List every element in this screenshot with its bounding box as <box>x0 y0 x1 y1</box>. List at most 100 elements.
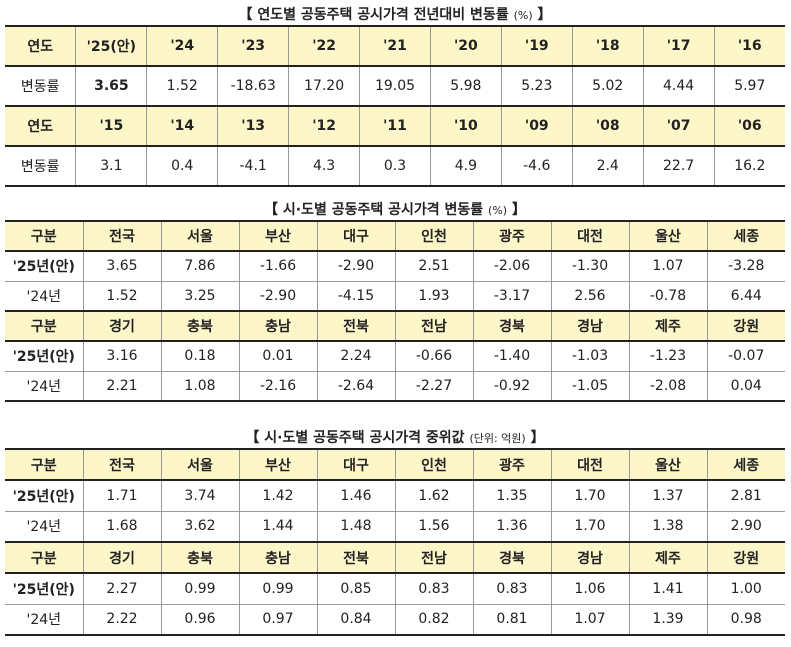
header-row: 구분 경기 충북 충남 전북 전남 경북 경남 제주 강원 <box>5 310 785 342</box>
cell: 3.1 <box>75 145 148 187</box>
cell: 제주 <box>628 541 708 574</box>
cell: 전남 <box>394 310 474 342</box>
row-label: '25년(안) <box>5 250 84 282</box>
cell: 2.27 <box>82 572 162 605</box>
cell: 0.04 <box>706 370 785 402</box>
cell: 1.68 <box>82 510 162 543</box>
cell: 0.3 <box>359 145 431 187</box>
row-label: '24년 <box>5 280 84 312</box>
cell: 광주 <box>472 220 552 252</box>
cell: 대전 <box>550 220 630 252</box>
cell: 3.65 <box>82 250 162 282</box>
cell: -2.08 <box>628 370 708 402</box>
table-title: 【 시·도별 공동주택 공시가격 변동률 (%) 】 <box>5 200 785 220</box>
cell: 1.06 <box>550 572 630 605</box>
cell: 0.18 <box>160 340 240 372</box>
cell: -2.16 <box>238 370 318 402</box>
cell: 17.20 <box>288 65 361 107</box>
cell: 4.3 <box>288 145 361 187</box>
cell: -18.63 <box>217 65 290 107</box>
cell: 2.56 <box>550 280 630 312</box>
cell: 5.02 <box>571 65 644 107</box>
cell: '24 <box>146 25 219 67</box>
cell: 1.52 <box>82 280 162 312</box>
cell: 5.98 <box>429 65 502 107</box>
cell: 충북 <box>160 310 240 342</box>
cell: 5.97 <box>713 65 785 107</box>
cell: 제주 <box>628 310 708 342</box>
cell: 1.00 <box>706 572 785 605</box>
row-label: 변동률 <box>5 145 77 187</box>
row-label: 변동률 <box>5 65 77 107</box>
cell: 1.08 <box>160 370 240 402</box>
cell: 세종 <box>706 220 785 252</box>
cell: 2.51 <box>394 250 474 282</box>
cell: -1.05 <box>550 370 630 402</box>
cell: 서울 <box>160 448 240 481</box>
cell: 1.46 <box>316 479 396 512</box>
data-row: '24년 2.21 1.08 -2.16 -2.64 -2.27 -0.92 -1.05 -2.… <box>5 370 785 402</box>
cell: '15 <box>75 105 148 147</box>
cell: 1.42 <box>238 479 318 512</box>
cell: 4.44 <box>642 65 715 107</box>
header-row: 구분 경기 충북 충남 전북 전남 경북 경남 제주 강원 <box>5 541 785 574</box>
cell: 0.99 <box>238 572 318 605</box>
cell: 1.39 <box>628 603 708 636</box>
cell: 0.99 <box>160 572 240 605</box>
data-row: '25년(안) 2.27 0.99 0.99 0.85 0.83 0.83 1.06 1.41 1… <box>5 572 785 605</box>
cell: 2.22 <box>82 603 162 636</box>
cell: 0.97 <box>238 603 318 636</box>
cell: -2.64 <box>316 370 396 402</box>
cell: 0.98 <box>706 603 785 636</box>
cell: 인천 <box>394 220 474 252</box>
cell: 2.81 <box>706 479 785 512</box>
header-row: 구분 전국 서울 부산 대구 인천 광주 대전 울산 세종 <box>5 448 785 481</box>
cell: 경북 <box>472 310 552 342</box>
title-end: 】 <box>530 430 545 446</box>
cell: -2.90 <box>316 250 396 282</box>
cell: 부산 <box>238 220 318 252</box>
table-title: 【 시·도별 공동주택 공시가격 중위값 (단위: 억원) 】 <box>5 428 785 448</box>
cell: '22 <box>288 25 361 67</box>
data-table: 연도 '25(안) '24'23'22'21'20'19'18'17'16 변동률 3.… <box>5 25 785 187</box>
cell: 경남 <box>550 310 630 342</box>
cell: -0.92 <box>472 370 552 402</box>
cell: 1.07 <box>628 250 708 282</box>
cell: -0.66 <box>394 340 474 372</box>
cell: '18 <box>571 25 644 67</box>
cell: 0.83 <box>472 572 552 605</box>
title-unit: (%) <box>488 204 508 217</box>
cell: 2.90 <box>706 510 785 543</box>
cell: 1.44 <box>238 510 318 543</box>
cell: 5.23 <box>500 65 573 107</box>
cell: 0.4 <box>146 145 219 187</box>
cell: 1.48 <box>316 510 396 543</box>
cell: 대구 <box>316 220 396 252</box>
cell: 3.25 <box>160 280 240 312</box>
cell: -2.06 <box>472 250 552 282</box>
cell: 16.2 <box>713 145 785 187</box>
cell: 광주 <box>472 448 552 481</box>
cell: '12 <box>288 105 361 147</box>
cell: 1.62 <box>394 479 474 512</box>
cell: 7.86 <box>160 250 240 282</box>
cell: '13 <box>217 105 290 147</box>
cell: -1.03 <box>550 340 630 372</box>
cell: 1.71 <box>82 479 162 512</box>
cell: 0.84 <box>316 603 396 636</box>
cell: '20 <box>429 25 502 67</box>
cell: -2.90 <box>238 280 318 312</box>
cell: 2.24 <box>316 340 396 372</box>
row-label: '25년(안) <box>5 479 84 512</box>
cell: 4.9 <box>429 145 502 187</box>
cell: 서울 <box>160 220 240 252</box>
title-text: 【 시·도별 공동주택 공시가격 중위값 <box>245 430 465 446</box>
cell: 경기 <box>82 310 162 342</box>
cell: 1.52 <box>146 65 219 107</box>
cell: 2.4 <box>571 145 644 187</box>
cell: -4.6 <box>500 145 573 187</box>
cell: 강원 <box>706 541 785 574</box>
cell: 19.05 <box>359 65 431 107</box>
cell: 전북 <box>316 541 396 574</box>
